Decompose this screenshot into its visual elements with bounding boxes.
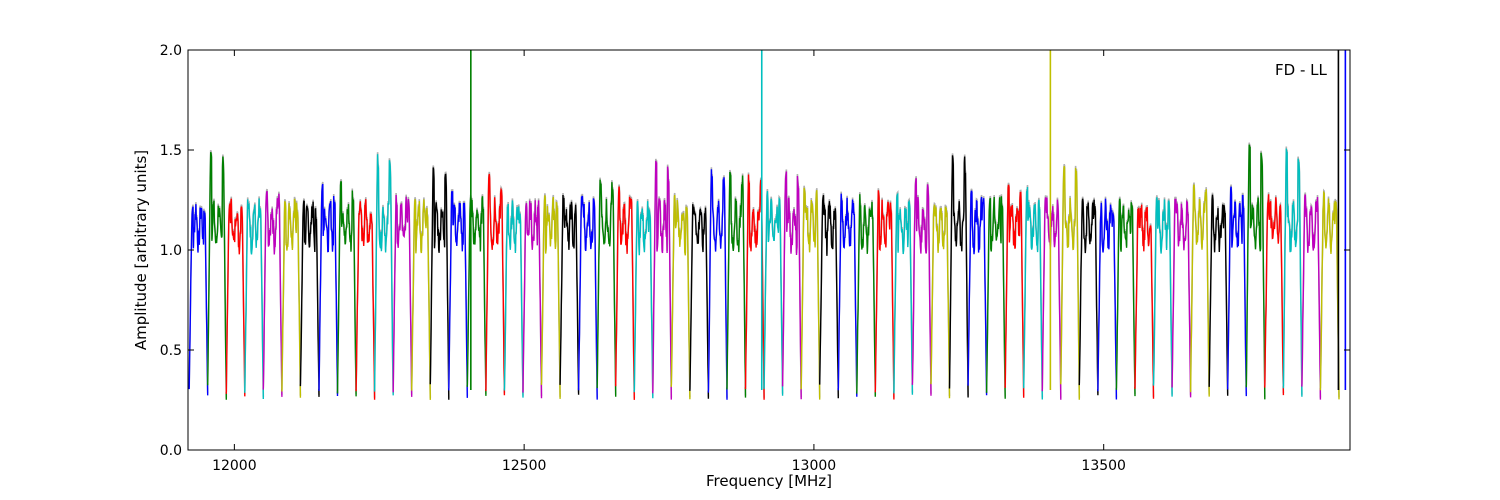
- channel-series-line: [707, 169, 728, 400]
- channel-series-line: [336, 181, 357, 397]
- channel-series-line: [1227, 186, 1247, 397]
- channel-series-line: [689, 204, 710, 399]
- channel-series-line: [540, 195, 561, 399]
- channel-series-line: [1060, 166, 1080, 400]
- ticks-layer: 12000 12500 13000 13500 0.0 0.5 1.0 1.5 2.0: [160, 43, 1350, 474]
- series-layer: [188, 50, 1347, 400]
- channel-series-line: [874, 190, 895, 400]
- channel-series-line: [763, 191, 784, 396]
- channel-series-line: [244, 198, 264, 400]
- channel-series-line: [1004, 184, 1025, 398]
- channel-series-line: [1319, 190, 1340, 400]
- channel-series-line: [1023, 186, 1043, 400]
- channel-series-line: [1208, 194, 1229, 396]
- channel-series-line: [652, 160, 672, 400]
- y-axis-label: Amplitude [arbitrary units]: [132, 150, 150, 350]
- x-tick-label: 13500: [1081, 458, 1126, 474]
- channel-series-line: [726, 171, 747, 398]
- channel-series-line: [930, 204, 951, 399]
- y-tick-label: 0.0: [160, 443, 182, 459]
- channel-series-line: [429, 167, 450, 400]
- channel-series-line: [781, 171, 802, 400]
- channel-series-line: [318, 183, 339, 397]
- y-tick-label: 1.5: [160, 143, 182, 159]
- channel-series-line: [577, 195, 598, 400]
- channel-series-line: [1264, 194, 1285, 396]
- x-tick-label: 12000: [212, 458, 257, 474]
- channel-series-line: [373, 154, 394, 396]
- channel-series-line: [985, 196, 1006, 399]
- channel-series-line: [262, 190, 283, 397]
- channel-series-line: [911, 178, 932, 396]
- channel-series-line: [856, 194, 876, 397]
- channel-series-line: [1301, 194, 1322, 400]
- channel-series-line: [670, 194, 691, 400]
- channel-series-line: [392, 194, 413, 397]
- channel-series-line: [411, 199, 431, 400]
- channel-series-line: [1245, 144, 1266, 400]
- y-tick-label: 1.0: [160, 243, 182, 259]
- channel-series-line: [967, 190, 988, 396]
- channel-series-line: [948, 155, 969, 398]
- channel-series-line: [522, 200, 543, 399]
- channel-series-line: [225, 198, 246, 397]
- channel-series-line: [355, 199, 376, 400]
- channel-series-line: [800, 187, 821, 400]
- channel-series-line: [1171, 198, 1192, 398]
- channel-series-line: [1097, 198, 1118, 400]
- y-tick-label: 2.0: [160, 43, 182, 59]
- x-tick-label: 13000: [792, 458, 837, 474]
- channel-series-line: [893, 192, 914, 395]
- channel-series-line: [633, 201, 654, 399]
- plot-annotation: FD - LL: [1275, 61, 1327, 79]
- channel-series-line: [1189, 184, 1210, 397]
- plot-area: [188, 50, 1350, 450]
- channel-series-line: [299, 200, 320, 397]
- channel-series-line: [1134, 204, 1155, 399]
- channel-series-line: [1041, 197, 1062, 400]
- channel-series-line: [485, 173, 506, 396]
- channel-series-line: [188, 204, 209, 396]
- channel-series-line: [448, 191, 468, 398]
- channel-series-line: [819, 194, 839, 399]
- x-tick-label: 12500: [502, 458, 547, 474]
- channel-series-line: [503, 200, 524, 398]
- channel-series-line: [1078, 198, 1099, 396]
- channel-series-line: [1152, 197, 1173, 397]
- channel-series-line: [559, 194, 580, 395]
- y-tick-label: 0.5: [160, 343, 182, 359]
- channel-series-line: [1282, 148, 1303, 397]
- channel-series-line: [207, 152, 227, 400]
- channel-series-line: [837, 193, 858, 397]
- channel-series-line: [281, 198, 302, 398]
- x-axis-label: Frequency [MHz]: [706, 472, 832, 490]
- channel-series-line: [1115, 198, 1136, 397]
- channel-series-line: [596, 179, 617, 397]
- channel-series-line: [615, 186, 635, 400]
